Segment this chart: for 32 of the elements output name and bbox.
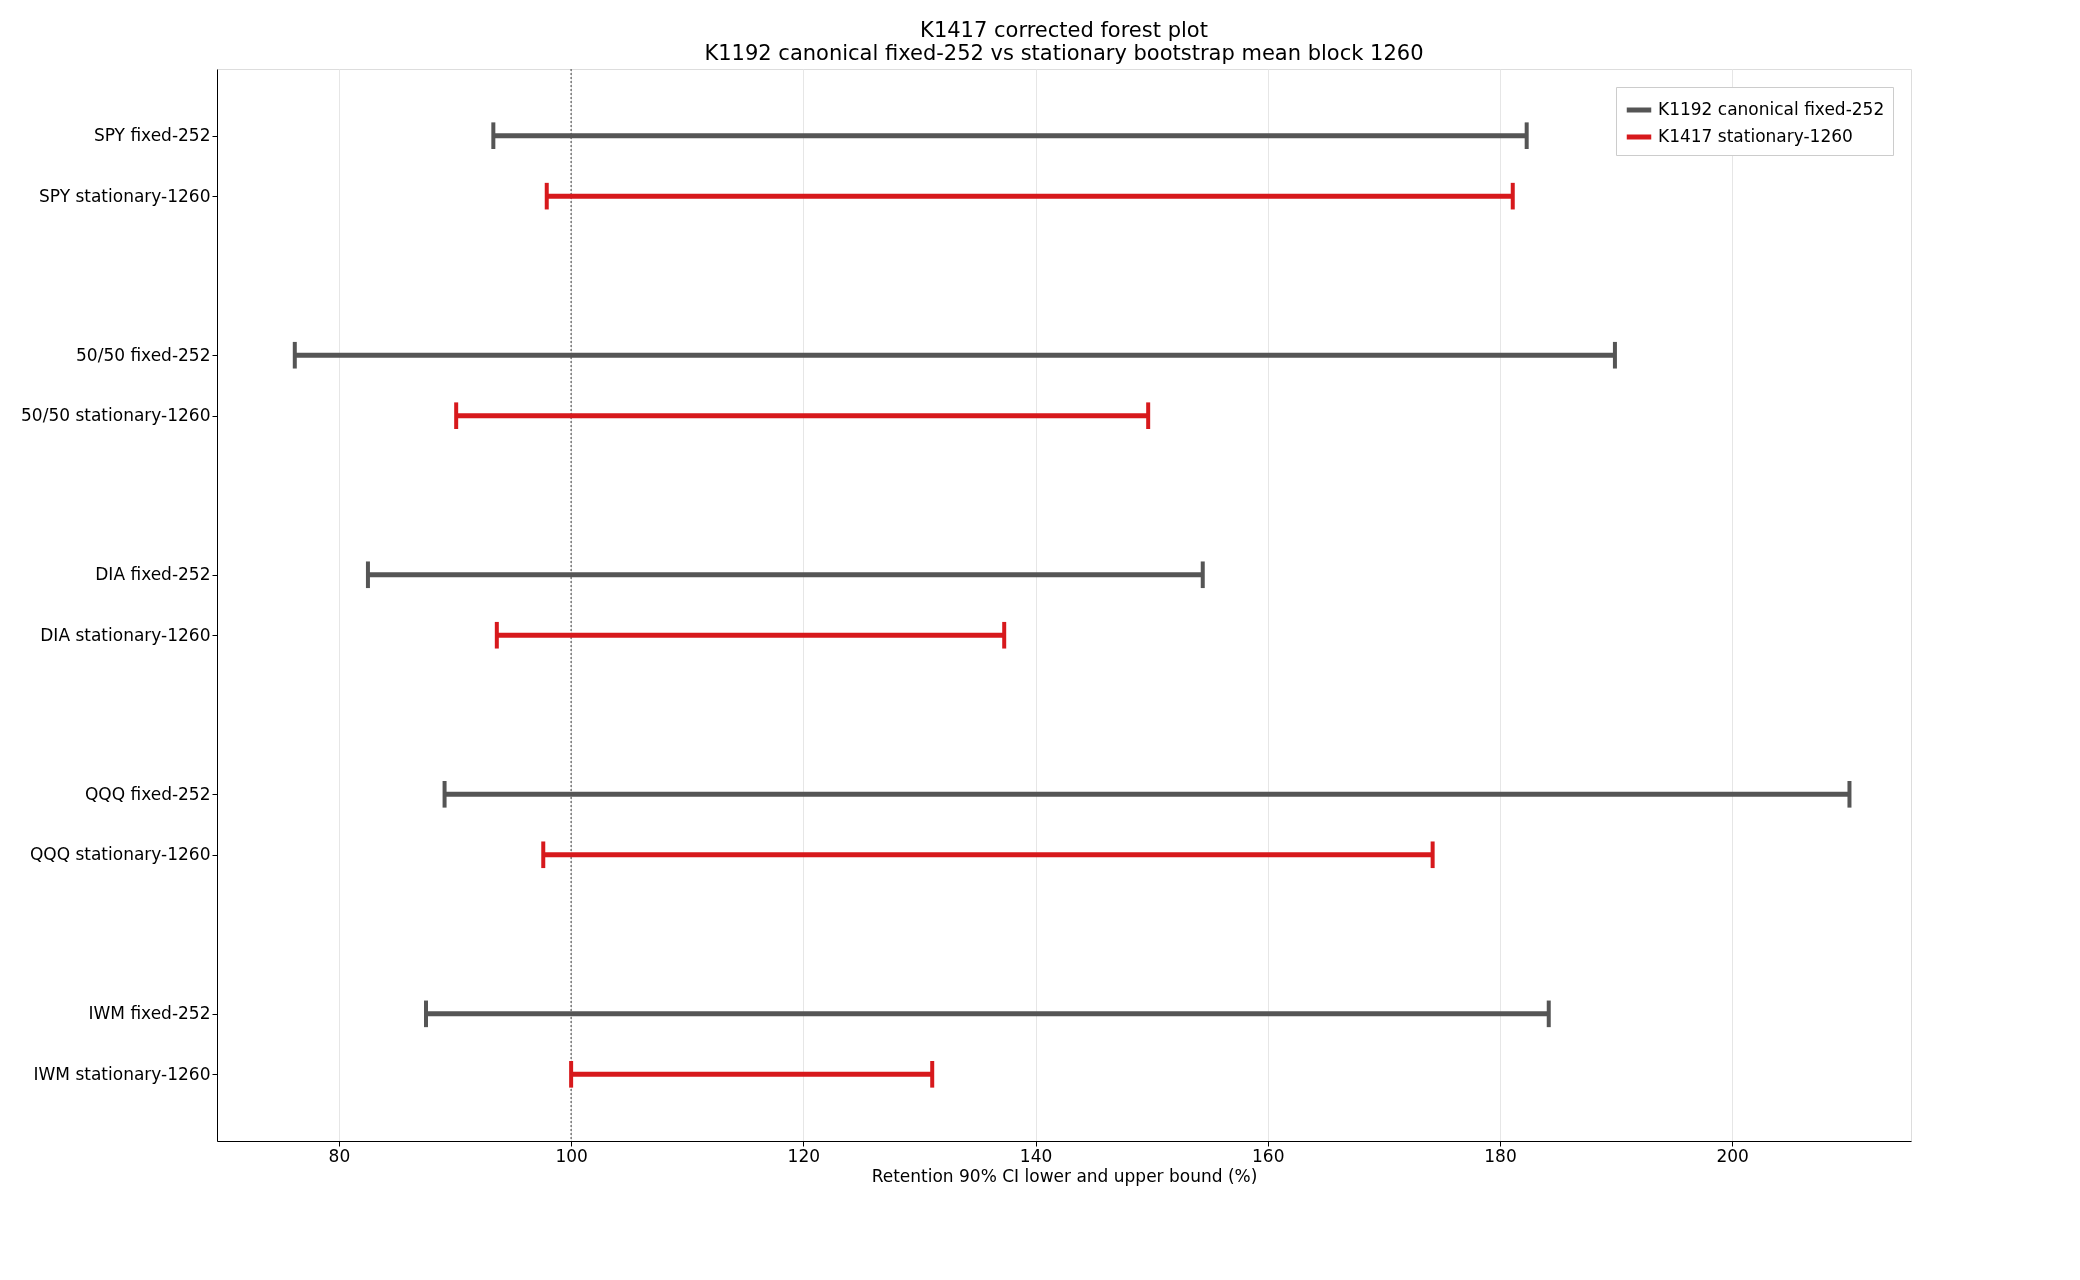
bar bbox=[294, 352, 1615, 358]
y-tick-label: IWM fixed-252 bbox=[88, 1003, 211, 1024]
legend-label: K1417 stationary-1260 bbox=[1658, 126, 1853, 146]
x-axis-title: Retention 90% CI lower and upper bound (%) bbox=[871, 1165, 1258, 1186]
bar bbox=[543, 852, 1433, 858]
x-tick-label: 80 bbox=[328, 1145, 351, 1166]
x-tick-label: 100 bbox=[555, 1145, 588, 1166]
y-tick-label: DIA fixed-252 bbox=[95, 564, 211, 585]
y-tick-label: 50/50 stationary-1260 bbox=[21, 405, 211, 426]
x-tick-label: 200 bbox=[1716, 1145, 1749, 1166]
bar bbox=[496, 632, 1005, 638]
bar bbox=[425, 1011, 1549, 1017]
y-tick-label: SPY stationary-1260 bbox=[38, 185, 211, 206]
bar bbox=[367, 572, 1203, 578]
bar bbox=[456, 413, 1149, 419]
y-tick-label: IWM stationary-1260 bbox=[33, 1063, 211, 1084]
bar bbox=[571, 1071, 933, 1077]
bar bbox=[493, 133, 1527, 139]
x-tick-label: 180 bbox=[1484, 1145, 1517, 1166]
y-tick-label: 50/50 fixed-252 bbox=[76, 344, 211, 365]
y-tick-label: QQQ fixed-252 bbox=[84, 783, 211, 804]
y-tick-label: DIA stationary-1260 bbox=[40, 624, 211, 645]
chart-subtitle: K1192 canonical fixed-252 vs stationary bootstrap mean block 1260 bbox=[704, 41, 1424, 66]
bar bbox=[546, 193, 1513, 199]
y-tick-label: SPY fixed-252 bbox=[93, 125, 211, 146]
chart-title: K1417 corrected forest plot bbox=[920, 18, 1208, 43]
legend-label: K1192 canonical fixed-252 bbox=[1658, 99, 1885, 119]
y-tick-label: QQQ stationary-1260 bbox=[29, 844, 211, 865]
x-tick-label: 120 bbox=[787, 1145, 821, 1166]
bar bbox=[444, 791, 1850, 797]
x-tick-label: 160 bbox=[1252, 1145, 1285, 1166]
x-tick-label: 140 bbox=[1019, 1145, 1053, 1166]
